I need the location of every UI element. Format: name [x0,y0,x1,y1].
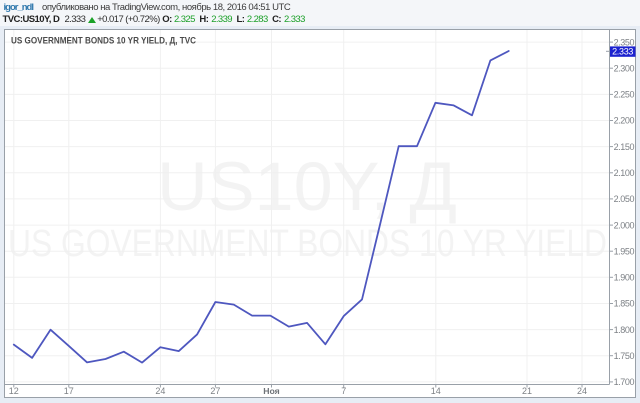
svg-text:1.850: 1.850 [614,299,635,309]
svg-text:21: 21 [522,386,532,396]
svg-text:2.350: 2.350 [614,37,635,47]
svg-text:7: 7 [341,386,346,396]
svg-text:1.900: 1.900 [614,273,635,283]
svg-text:27: 27 [210,386,220,396]
svg-text:17: 17 [64,386,74,396]
svg-text:1.750: 1.750 [614,351,635,361]
svg-text:2.333: 2.333 [612,47,633,57]
svg-text:1.700: 1.700 [614,377,635,387]
svg-text:1.800: 1.800 [614,325,635,335]
svg-text:2.050: 2.050 [614,194,635,204]
svg-text:2.150: 2.150 [614,142,635,152]
svg-text:1.950: 1.950 [614,246,635,256]
svg-text:US GOVERNMENT BONDS 10 YR YIEL: US GOVERNMENT BONDS 10 YR YIELD, Д, TVC [11,36,196,47]
svg-text:2.250: 2.250 [614,90,635,100]
svg-text:2.200: 2.200 [614,116,635,126]
svg-text:US10Y, Д: US10Y, Д [157,148,457,225]
svg-text:24: 24 [577,386,587,396]
svg-text:Ноя: Ноя [263,386,280,396]
svg-text:US GOVERNMENT BONDS 10 YR YIEL: US GOVERNMENT BONDS 10 YR YIELD [8,223,607,265]
svg-text:2.000: 2.000 [614,220,635,230]
svg-text:24: 24 [155,386,165,396]
svg-text:2.300: 2.300 [614,63,635,73]
svg-text:12: 12 [9,386,19,396]
svg-text:14: 14 [431,386,441,396]
svg-text:2.100: 2.100 [614,168,635,178]
